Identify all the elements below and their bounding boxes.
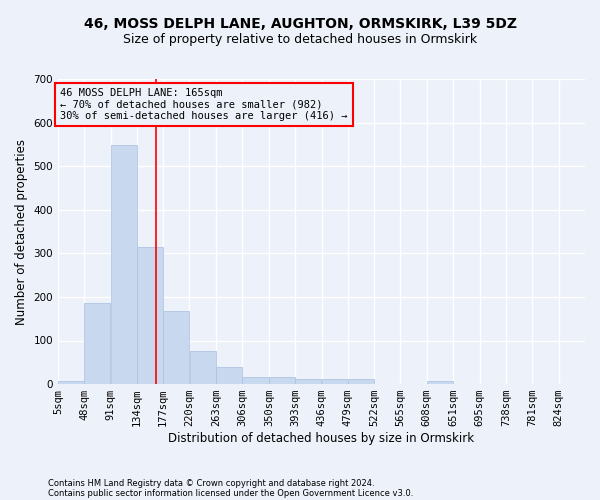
Text: Contains HM Land Registry data © Crown copyright and database right 2024.: Contains HM Land Registry data © Crown c… <box>48 478 374 488</box>
Text: 46 MOSS DELPH LANE: 165sqm
← 70% of detached houses are smaller (982)
30% of sem: 46 MOSS DELPH LANE: 165sqm ← 70% of deta… <box>60 88 347 121</box>
X-axis label: Distribution of detached houses by size in Ormskirk: Distribution of detached houses by size … <box>169 432 475 445</box>
Bar <box>216 366 242 384</box>
Bar <box>137 247 163 384</box>
Bar <box>190 350 215 384</box>
Bar <box>295 380 322 384</box>
Text: 46, MOSS DELPH LANE, AUGHTON, ORMSKIRK, L39 5DZ: 46, MOSS DELPH LANE, AUGHTON, ORMSKIRK, … <box>83 18 517 32</box>
Bar <box>58 380 84 384</box>
Bar <box>163 311 190 384</box>
Bar <box>348 380 374 384</box>
Text: Size of property relative to detached houses in Ormskirk: Size of property relative to detached ho… <box>123 32 477 46</box>
Bar <box>111 145 137 384</box>
Y-axis label: Number of detached properties: Number of detached properties <box>15 138 28 324</box>
Bar <box>269 377 295 384</box>
Bar <box>322 379 347 384</box>
Bar <box>85 304 110 384</box>
Text: Contains public sector information licensed under the Open Government Licence v3: Contains public sector information licen… <box>48 488 413 498</box>
Bar <box>427 381 453 384</box>
Bar <box>242 376 269 384</box>
